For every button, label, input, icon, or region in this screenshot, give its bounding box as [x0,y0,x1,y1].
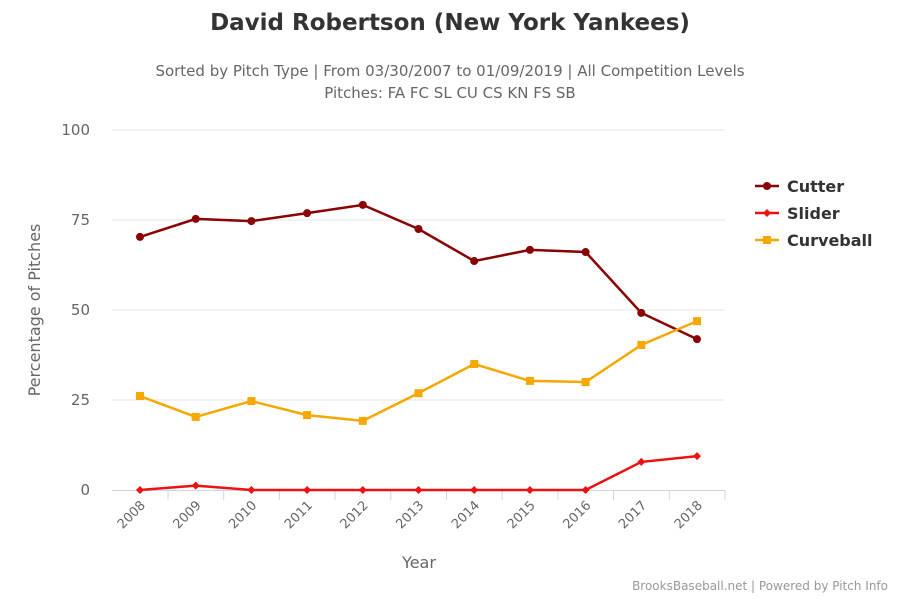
data-point-curveball [525,376,534,385]
y-tick-label: 100 [61,121,90,139]
data-point-cutter [470,257,479,266]
y-tick-label: 50 [71,301,90,319]
x-tick-label: 2009 [171,498,205,532]
x-tick-label: 2011 [282,498,316,532]
data-point-curveball [247,397,256,406]
x-tick-label: 2018 [672,498,706,532]
data-point-curveball [470,360,479,368]
legend-marker-slider [763,209,771,217]
y-tick-label: 75 [71,211,90,229]
data-point-curveball [693,317,701,326]
data-point-slider [358,486,367,494]
x-axis-title: Year [401,553,436,572]
legend-item-slider: Slider [787,204,840,223]
data-point-cutter [136,232,144,241]
data-point-slider [637,457,646,466]
x-tick-label: 2010 [226,498,260,532]
data-point-cutter [525,245,534,254]
credit-link[interactable]: BrooksBaseball.net | Powered by Pitch In… [632,579,888,593]
chart-title: David Robertson (New York Yankees) [210,10,690,36]
y-tick-label: 0 [80,481,90,499]
data-point-curveball [414,389,423,398]
x-tick-label: 2016 [560,498,594,532]
legend-item-cutter: Cutter [787,177,844,196]
y-axis-title: Percentage of Pitches [25,224,44,397]
data-point-cutter [303,209,312,218]
data-point-slider [693,452,701,461]
data-point-slider [136,486,144,494]
x-tick-label: 2008 [115,498,149,532]
data-point-curveball [637,340,646,349]
data-point-cutter [247,217,256,226]
chart-subtitle-pitches: Pitches: FA FC SL CU CS KN FS SB [324,84,576,102]
data-point-slider [247,486,256,494]
data-point-cutter [414,225,423,233]
x-tick-label: 2012 [338,498,372,532]
data-point-slider [581,486,590,494]
data-point-curveball [191,412,200,421]
data-point-curveball [303,411,312,420]
data-point-slider [525,486,534,494]
data-point-curveball [358,416,367,425]
legend-marker-cutter [763,182,771,190]
data-point-curveball [581,378,590,386]
data-point-slider [191,481,200,490]
data-point-cutter [693,335,701,344]
data-point-slider [414,486,423,494]
data-point-cutter [358,200,367,209]
data-point-cutter [581,248,590,257]
legend-marker-curveball [763,236,771,244]
data-point-slider [303,486,312,494]
y-tick-label: 25 [71,391,90,409]
data-point-curveball [136,392,144,401]
x-tick-label: 2017 [616,498,650,532]
chart-subtitle: Sorted by Pitch Type | From 03/30/2007 t… [155,62,745,80]
series-line-slider [139,454,698,492]
legend-item-curveball: Curveball [787,231,873,250]
x-tick-label: 2014 [449,498,483,532]
data-point-cutter [637,308,646,317]
x-tick-label: 2013 [393,498,427,532]
series-line-curveball [139,320,698,423]
x-tick-label: 2015 [505,498,539,532]
data-point-slider [470,486,479,494]
data-point-cutter [191,214,200,223]
